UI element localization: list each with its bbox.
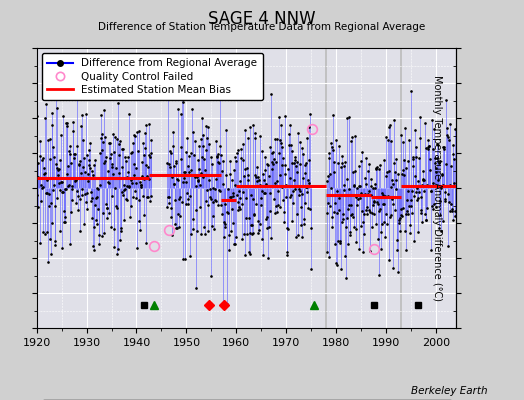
Text: Berkeley Earth: Berkeley Earth xyxy=(411,386,487,396)
Text: Difference of Station Temperature Data from Regional Average: Difference of Station Temperature Data f… xyxy=(99,22,425,32)
Y-axis label: Monthly Temperature Anomaly Difference (°C): Monthly Temperature Anomaly Difference (… xyxy=(432,75,442,301)
Text: SAGE 4 NNW: SAGE 4 NNW xyxy=(208,10,316,28)
